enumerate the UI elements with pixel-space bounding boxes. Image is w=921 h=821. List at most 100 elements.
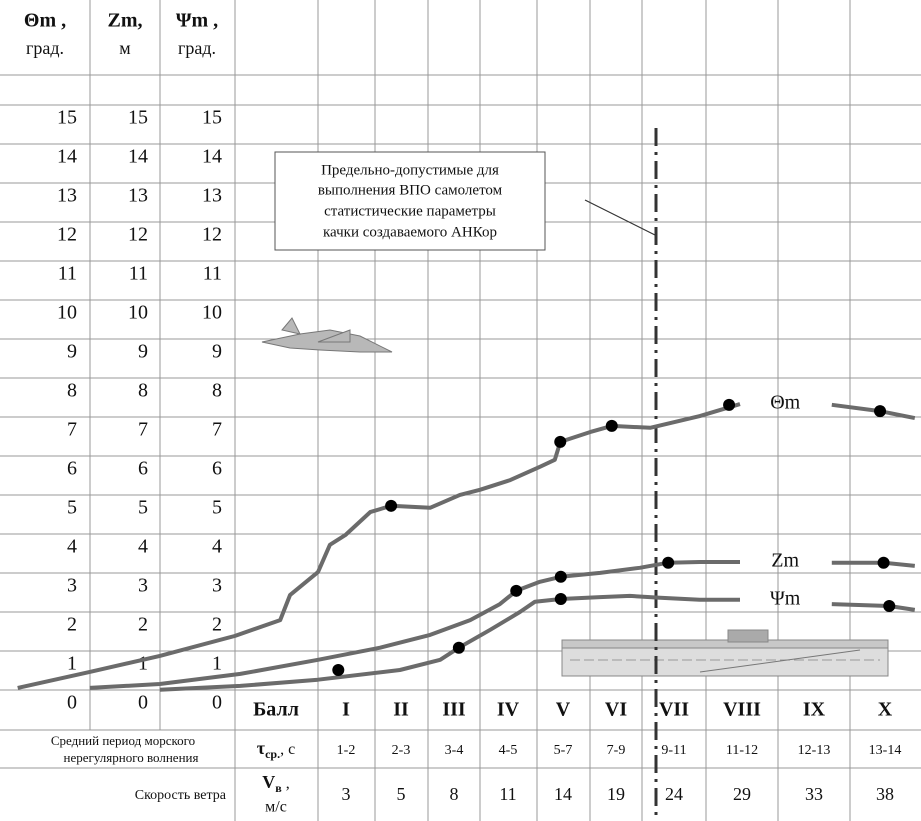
y-tick-label: 15 [57,107,77,129]
symbol-unit: , с [280,741,295,758]
y-tick-label: 14 [202,146,222,168]
category-label: X [878,699,893,721]
y-tick-label: 6 [138,458,148,480]
category-label: II [393,699,409,721]
category-label: I [342,699,350,721]
y-tick-label: 7 [212,419,222,441]
wind-speed: 29 [733,784,751,804]
period-value: 4-5 [499,743,518,758]
y-tick-label: 0 [212,691,222,713]
y-tick-label: 1 [138,652,148,674]
ship-icon [561,629,889,677]
category-label: IX [803,699,826,721]
y-tick-label: 1 [67,652,77,674]
wind-speed: 19 [607,784,625,804]
symbol-subscript: ср. [265,747,280,761]
y-tick-label: 4 [67,536,77,558]
y-tick-label: 2 [67,613,77,635]
y-tick-label: 11 [58,263,77,285]
data-point [554,593,567,605]
data-point [874,405,887,418]
annotation-box [274,151,546,251]
y-tick-label: 6 [212,458,222,480]
wind-speed: 8 [450,784,459,804]
data-point [385,499,398,512]
y-tick-label: 0 [67,691,77,713]
wind-speed: 3 [342,784,351,804]
data-point [605,419,618,432]
period-value: 13-14 [869,743,902,758]
wind-speed: 5 [397,784,406,804]
data-point [723,398,736,411]
y-tick-label: 3 [212,575,222,597]
wind-speed: 38 [876,784,894,804]
category-header: Балл [253,699,299,721]
y-tick-label: 0 [138,691,148,713]
y-tick-label: 7 [67,419,77,441]
period-value: 9-11 [661,743,686,758]
symbol-label: τср., с [257,738,295,761]
column-unit: град. [26,38,64,58]
y-tick-label: 3 [67,575,77,597]
wind-speed: 24 [665,784,683,804]
y-tick-label: 9 [212,341,222,363]
y-tick-label: 5 [138,497,148,519]
symbol-subscript: в [275,781,282,795]
y-tick-label: 8 [212,380,222,402]
period-value: 3-4 [445,743,464,758]
y-tick-label: 15 [128,107,148,129]
y-tick-label: 11 [203,263,222,285]
y-tick-label: 13 [128,185,148,207]
wind-speed: 11 [499,784,516,804]
category-label: VI [605,699,627,721]
y-tick-label: 7 [138,419,148,441]
column-header: Θm , [24,10,66,32]
y-tick-label: 2 [138,613,148,635]
y-tick-label: 15 [202,107,222,129]
y-tick-label: 12 [128,224,148,246]
symbol-unit: , [282,775,290,792]
annotation-line: выполнения ВПО самолетом [318,182,503,198]
period-value: 1-2 [337,743,356,758]
period-value: 11-12 [726,743,758,758]
data-point [883,600,896,613]
series-label: Zm [771,550,799,572]
y-tick-label: 14 [57,146,77,168]
period-label: Средний период морского [51,733,195,748]
symbol-label: Vв , [262,772,289,795]
y-tick-label: 8 [138,380,148,402]
period-value: 5-7 [554,743,573,758]
period-label: нерегулярного волнения [64,750,199,765]
data-point [332,663,345,676]
y-tick-label: 2 [212,613,222,635]
symbol-unit: м/с [265,799,287,816]
column-unit: град. [178,38,216,58]
category-label: V [556,699,571,721]
column-unit: м [119,38,130,58]
y-tick-label: 10 [202,302,222,324]
data-point [452,641,465,654]
y-tick-label: 3 [138,575,148,597]
data-point [662,556,675,569]
data-point [877,556,890,569]
series-label: Ψm [770,587,801,609]
y-tick-label: 13 [57,185,77,207]
y-tick-label: 5 [67,497,77,519]
leader-line [584,199,656,236]
column-header: Zm, [108,10,143,32]
y-tick-label: 12 [57,224,77,246]
symbol: τ [257,738,266,758]
annotation: Предельно-допустимые для выполнения ВПО … [318,162,503,240]
data-point [554,570,567,583]
period-value: 12-13 [798,743,831,758]
y-tick-label: 10 [57,302,77,324]
wind-label: Скорость ветра [135,788,227,803]
y-tick-label: 12 [202,224,222,246]
wind-speed: 33 [805,784,823,804]
category-label: VIII [723,699,761,721]
y-tick-label: 6 [67,458,77,480]
wind-speed: 14 [554,784,572,804]
series-label: Θm [770,392,800,414]
period-value: 7-9 [607,743,626,758]
